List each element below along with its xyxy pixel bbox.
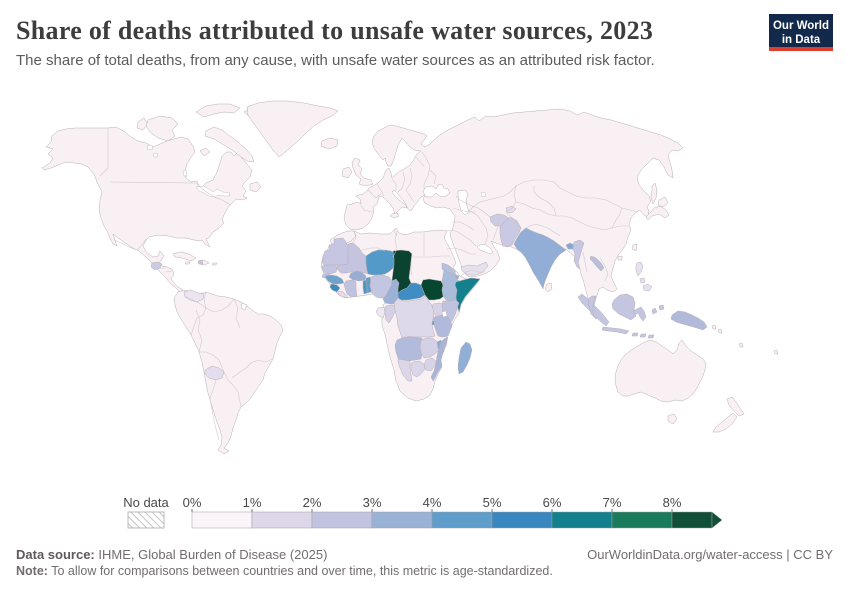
svg-text:1%: 1% bbox=[243, 495, 262, 510]
svg-text:No data: No data bbox=[123, 495, 169, 510]
svg-text:7%: 7% bbox=[603, 495, 622, 510]
svg-text:2%: 2% bbox=[303, 495, 322, 510]
svg-text:0%: 0% bbox=[183, 495, 202, 510]
svg-text:3%: 3% bbox=[363, 495, 382, 510]
svg-text:6%: 6% bbox=[543, 495, 562, 510]
svg-text:5%: 5% bbox=[483, 495, 502, 510]
svg-text:4%: 4% bbox=[423, 495, 442, 510]
svg-text:8%: 8% bbox=[663, 495, 682, 510]
